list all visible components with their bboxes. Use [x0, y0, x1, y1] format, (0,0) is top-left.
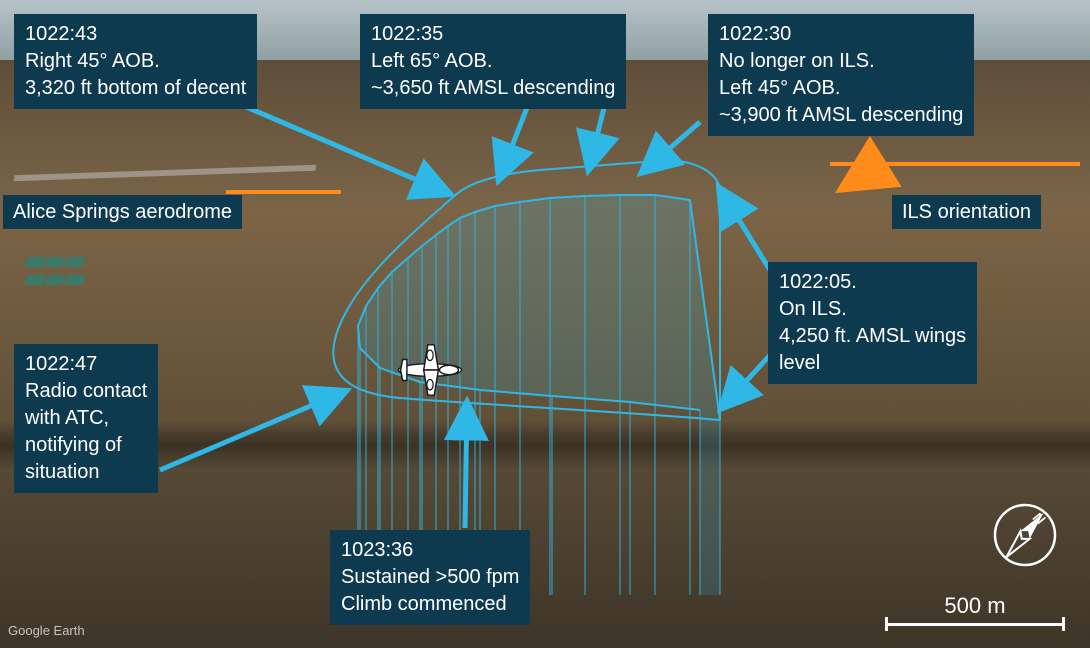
scale-bar: 500 m	[885, 593, 1065, 626]
attribution-text: Google Earth	[8, 623, 85, 638]
terrain-ridge	[0, 420, 1090, 470]
callout-1022-43: 1022:43 Right 45° AOB. 3,320 ft bottom o…	[14, 14, 257, 109]
callout-1022-05: 1022:05. On ILS. 4,250 ft. AMSL wings le…	[768, 262, 977, 384]
compass-icon: N	[990, 500, 1060, 570]
orange-line-ils	[830, 162, 1080, 166]
ils-label: ILS orientation	[892, 195, 1041, 229]
callout-1022-47: 1022:47 Radio contact with ATC, notifyin…	[14, 344, 158, 493]
scale-text: 500 m	[944, 593, 1005, 618]
diagram-stage: Alice Springs aerodrome ILS orientation …	[0, 0, 1090, 648]
orange-line-aerodrome	[226, 190, 341, 194]
callout-1022-35: 1022:35 Left 65° AOB. ~3,650 ft AMSL des…	[360, 14, 626, 109]
callout-1022-30: 1022:30 No longer on ILS. Left 45° AOB. …	[708, 14, 974, 136]
callout-1023-36: 1023:36 Sustained >500 fpm Climb commenc…	[330, 530, 530, 625]
aerodrome-label: Alice Springs aerodrome	[3, 195, 242, 229]
ponds	[25, 255, 95, 283]
